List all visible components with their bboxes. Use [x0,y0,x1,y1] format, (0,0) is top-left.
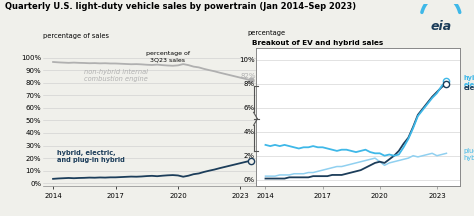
Text: plug-in
hybrid: plug-in hybrid [464,148,474,161]
Text: Quarterly U.S. light-duty vehicle sales by powertrain (Jan 2014–Sep 2023): Quarterly U.S. light-duty vehicle sales … [5,2,356,11]
Text: 82%: 82% [241,73,256,79]
Text: percentage: percentage [248,30,286,37]
Text: electric: electric [464,85,474,91]
Text: non-hybrid internal
combustion engine: non-hybrid internal combustion engine [84,68,148,82]
Text: percentage of
3Q23 sales: percentage of 3Q23 sales [146,51,190,62]
Text: hybrid
electric: hybrid electric [464,75,474,88]
Text: percentage of sales: percentage of sales [43,33,109,39]
Text: eia: eia [430,20,451,33]
Text: Breakout of EV and hybrid sales: Breakout of EV and hybrid sales [252,40,383,46]
Text: hybrid, electric,
and plug-in hybrid: hybrid, electric, and plug-in hybrid [57,150,125,163]
